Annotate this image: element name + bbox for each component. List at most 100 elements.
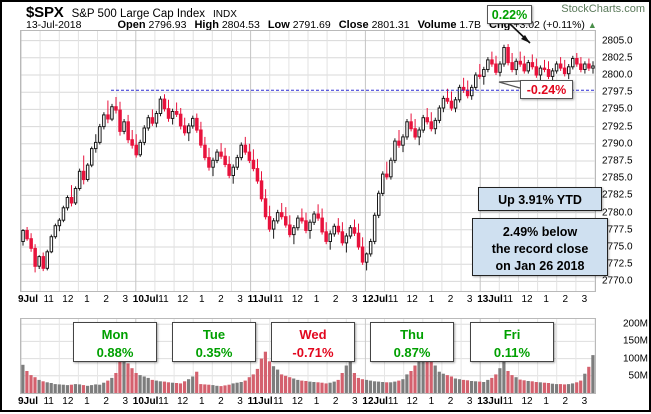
x-tick-hour: 2 — [562, 396, 569, 407]
callout-intraday-gain: 0.22% — [487, 5, 532, 24]
symbol-ticker: $SPX — [26, 4, 64, 21]
price-y-tick: 2797.5 — [602, 86, 633, 98]
x-tick-hour: 1 — [198, 396, 205, 407]
price-y-tick: 2775.0 — [602, 241, 633, 253]
session-change-percent: 0.11% — [493, 345, 531, 360]
x-tick-date: 11Jul — [247, 396, 273, 407]
x-tick-hour: 1 — [84, 396, 90, 407]
quote-date: 13-Jul-2018 — [26, 19, 82, 31]
price-y-tick: 2772.5 — [602, 258, 633, 270]
x-tick-hour: 12 — [62, 396, 74, 407]
x-tick-hour: 11 — [158, 396, 169, 407]
x-tick-hour: 12 — [521, 294, 533, 305]
volume-y-tick: 200M — [622, 318, 648, 330]
x-tick-hour: 2 — [447, 396, 454, 407]
open-label: Open — [117, 19, 146, 31]
x-tick-hour: 11 — [502, 396, 514, 407]
low-value: 2791.69 — [292, 19, 331, 31]
x-tick-hour: 12 — [177, 396, 189, 407]
x-tick-date: 13Jul — [477, 294, 503, 305]
volume-label: Volume — [417, 19, 457, 31]
x-tick-hour: 1 — [313, 294, 320, 305]
x-tick-hour: 3 — [237, 396, 243, 407]
x-tick-hour: 2 — [332, 294, 339, 305]
x-tick-hour: 2 — [447, 294, 454, 305]
close-value: 2801.31 — [371, 19, 410, 31]
x-tick-date: 9Jul — [18, 294, 39, 305]
x-tick-hour: 2 — [562, 294, 569, 305]
price-y-tick: 2792.5 — [602, 121, 633, 133]
volume-x-axis: 9Jul 11 12 1 2 3 10Jul 11 12 1 2 3 11Jul 11 12 1 2 3 12Jul… — [18, 396, 596, 409]
x-tick-hour: 11 — [387, 396, 399, 407]
x-tick-hour: 2 — [103, 294, 109, 305]
high-label: High — [194, 19, 219, 31]
session-day-label: Thu — [400, 327, 424, 342]
x-tick-hour: 11 — [43, 396, 54, 407]
session-change-percent: 0.35% — [195, 345, 233, 360]
x-tick-hour: 12 — [62, 294, 74, 305]
x-tick-hour: 1 — [313, 396, 320, 407]
record-line-1: 2.49% below — [502, 225, 578, 239]
price-y-tick: 2790.0 — [602, 138, 633, 150]
x-tick-hour: 2 — [103, 396, 109, 407]
x-tick-hour: 2 — [218, 294, 224, 305]
volume-y-tick: 50M — [628, 370, 648, 382]
price-y-tick: 2782.5 — [602, 189, 633, 201]
price-x-axis: 9Jul 11 12 1 2 3 10Jul 11 12 1 2 3 11Jul 11 12 1 2 3 12Jul… — [18, 294, 596, 307]
x-tick-hour: 1 — [198, 294, 205, 305]
x-tick-hour: 12 — [406, 294, 418, 305]
volume-value: 1.7B — [459, 19, 482, 31]
x-tick-hour: 3 — [466, 396, 473, 407]
price-y-tick: 2777.5 — [602, 224, 633, 236]
x-tick-hour: 1 — [428, 294, 435, 305]
session-box-mon: Mon 0.88% — [73, 322, 157, 362]
session-day-label: Mon — [101, 327, 129, 342]
open-value: 2796.93 — [148, 19, 187, 31]
session-box-thu: Thu 0.87% — [370, 322, 454, 362]
price-y-tick: 2800.0 — [602, 69, 633, 81]
session-box-fri: Fri 0.11% — [470, 322, 554, 362]
x-tick-hour: 3 — [581, 294, 588, 305]
up-arrow-icon: ▲ — [587, 20, 597, 30]
record-line-3: on Jan 26 2018 — [495, 259, 585, 273]
x-tick-hour: 11 — [387, 294, 399, 305]
price-y-tick: 2787.5 — [602, 155, 633, 167]
x-tick-hour: 3 — [352, 396, 358, 407]
chart-header: $SPX S&P 500 Large Cap Index INDX 13-Jul-2… — [2, 2, 649, 31]
volume-y-tick: 100M — [622, 353, 648, 365]
x-tick-date: 13Jul — [477, 396, 503, 407]
x-tick-hour: 12 — [291, 396, 303, 407]
price-y-tick: 2780.0 — [602, 207, 633, 219]
x-tick-date: 11Jul — [247, 294, 273, 305]
x-tick-hour: 2 — [218, 396, 224, 407]
x-tick-hour: 11 — [273, 294, 284, 305]
x-tick-date: 10Jul — [132, 396, 159, 407]
session-box-tue: Tue 0.35% — [172, 322, 256, 362]
price-y-tick: 2805.0 — [602, 35, 633, 47]
callout-record-close: 2.49% below the record close on Jan 26 2… — [472, 218, 608, 276]
x-tick-hour: 3 — [581, 396, 588, 407]
record-line-2: the record close — [491, 242, 589, 256]
x-tick-date: 9Jul — [18, 396, 39, 407]
x-tick-hour: 1 — [543, 294, 549, 305]
session-day-label: Fri — [503, 327, 521, 342]
low-label: Low — [267, 19, 290, 31]
session-box-wed: Wed -0.71% — [271, 322, 355, 362]
x-tick-hour: 11 — [158, 294, 169, 305]
x-tick-hour: 11 — [273, 396, 284, 407]
x-tick-hour: 12 — [521, 396, 533, 407]
x-tick-hour: 3 — [352, 294, 358, 305]
x-tick-hour: 3 — [237, 294, 243, 305]
symbol-exchange: INDX — [212, 9, 237, 20]
session-change-percent: -0.71% — [292, 345, 334, 360]
callout-ytd-performance: Up 3.91% YTD — [478, 187, 602, 211]
x-tick-hour: 12 — [406, 396, 418, 407]
price-y-axis: 2805.0 2802.5 2800.0 2797.5 2795.0 2792.5 2790… — [599, 30, 651, 292]
x-tick-hour: 11 — [43, 294, 54, 305]
x-tick-hour: 12 — [177, 294, 189, 305]
x-tick-date: 12Jul — [362, 294, 388, 305]
session-day-label: Tue — [202, 327, 226, 342]
session-day-label: Wed — [299, 327, 327, 342]
x-tick-hour: 3 — [122, 294, 128, 305]
